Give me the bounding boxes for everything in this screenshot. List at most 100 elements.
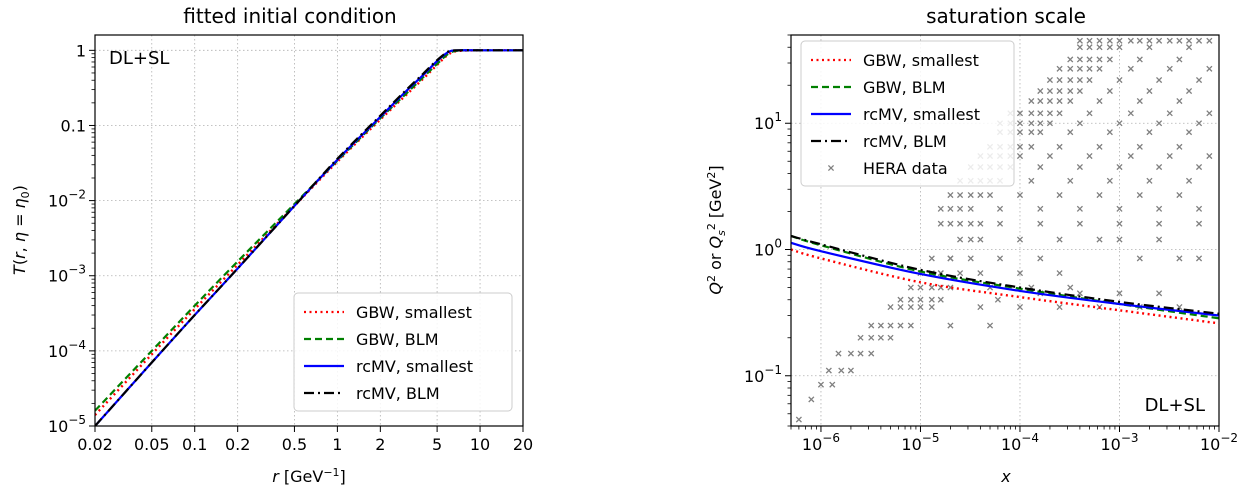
r-y-tick-label: 101 [754,110,782,133]
hera-data-marker [1096,236,1103,243]
hera-data-marker [1086,44,1093,51]
hera-data-marker [1037,220,1044,227]
hera-data-marker [1116,44,1123,51]
l-y-tick-label: 10−4 [48,338,86,361]
hera-data-marker [907,322,914,329]
hera-data-marker [1086,37,1093,44]
hera-data-marker [1056,76,1063,84]
hera-data-marker [947,255,954,262]
legend-label: GBW, smallest [863,51,979,70]
hera-data-marker [1127,65,1134,72]
right-curves [791,234,1219,325]
hera-data-marker [1056,304,1063,311]
hera-data-marker [877,322,884,329]
l-x-tick-label: 10 [470,435,490,454]
hera-data-marker [1116,163,1123,171]
hera-data-marker [957,220,964,227]
hera-data-marker [1146,177,1153,184]
hera-data-marker [947,322,954,329]
legend-marker-hera [827,164,835,172]
hera-data-marker [1086,110,1093,117]
hera-data-marker [967,191,974,199]
hera-data-marker [868,334,875,341]
hera-data-marker [1028,120,1035,127]
hera-data-marker [1176,255,1183,262]
hera-data-marker [1067,87,1074,95]
hera-data-marker [1206,152,1213,160]
hera-data-marker [1016,304,1024,311]
hera-data-marker [1146,44,1153,51]
hera-data-marker [1028,97,1035,105]
hera-data-marker [1076,44,1083,51]
hera-data-marker [1096,37,1103,44]
hera-data-marker [825,367,832,374]
hera-data-marker [1086,65,1093,72]
left-inset-label: DL+SL [109,48,169,69]
hera-data-marker [1037,110,1044,117]
r-x-tick-label: 10−4 [1001,431,1039,454]
hera-data-marker [835,350,842,357]
hera-data-marker [1185,87,1193,95]
hera-data-marker [1037,205,1044,212]
hera-data-marker [1136,191,1143,199]
hera-data-marker [907,304,914,311]
hera-data-marker [977,191,984,199]
hera-data-marker [947,205,954,212]
hera-data-marker [1116,76,1123,84]
r-y-tick-label: 100 [754,237,782,260]
hera-data-marker [1096,143,1103,150]
left-chart-title: fitted initial condition [183,4,396,28]
hera-data-marker [1185,37,1193,44]
hera-data-marker [1076,87,1083,95]
hera-data-marker [1127,37,1134,44]
hera-data-marker [907,296,914,303]
hera-data-marker [897,322,904,329]
hera-data-marker [1146,129,1153,136]
left-x-ticks: 0.02 0.05 0.1 0.2 0.5 1 2 5 10 20 [77,426,533,454]
hera-data-marker [1096,44,1103,51]
hera-data-marker [967,220,974,227]
hera-data-marker [1016,120,1024,127]
hera-data-marker [808,396,815,403]
hera-data-marker [1016,129,1024,136]
legend-label: rcMV, smallest [356,357,473,376]
hera-data-marker [1086,56,1093,63]
hera-data-marker [1206,37,1213,44]
series-line-rcmv-blm [95,49,523,426]
hera-data-marker [847,350,854,357]
hera-data-marker [1156,76,1163,84]
hera-data-marker [1046,87,1053,95]
hera-data-marker [1185,177,1193,184]
hera-data-marker [1195,37,1203,44]
left-legend: GBW, smallest GBW, BLM rcMV, smallest rcMV,… [293,292,513,412]
hera-data-marker [957,191,964,199]
hera-data-marker [1195,255,1203,262]
l-y-tick-label: 10−5 [48,413,86,436]
hera-data-marker [1016,191,1024,199]
hera-data-marker [1016,236,1024,243]
hera-data-marker [917,304,924,311]
hera-data-marker [977,270,984,277]
hera-data-marker [1156,236,1163,243]
hera-data-marker [957,270,964,277]
hera-data-marker [1067,65,1074,72]
series-line-gbw-blm [791,234,1219,320]
left-curves [95,49,523,426]
hera-data-marker [1056,97,1063,105]
hera-data-marker [967,255,974,262]
hera-data-marker [1076,56,1083,63]
hera-data-marker [838,367,845,374]
hera-data-marker [1037,120,1044,127]
hera-data-marker [1046,152,1053,160]
l-y-tick-label: 0.1 [61,116,86,135]
hera-data-marker [1116,37,1123,44]
hera-data-marker [1076,205,1083,212]
hera-data-marker [1166,65,1173,72]
hera-data-marker [1106,87,1113,95]
r-x-tick-label: 10−2 [1200,431,1238,454]
l-legend-box [293,292,513,412]
hera-data-marker [977,220,984,227]
right-x-axis-label: x [1000,467,1011,486]
hera-data-marker [1076,65,1083,72]
hera-data-marker [1096,97,1103,105]
